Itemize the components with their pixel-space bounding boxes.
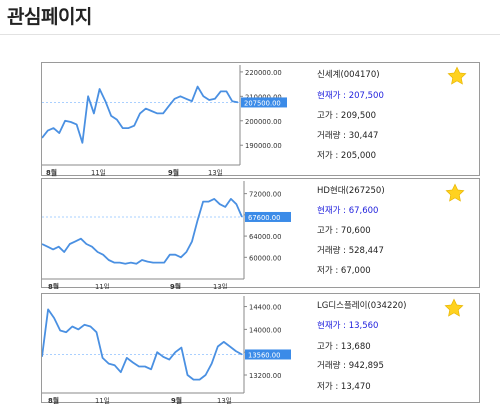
x-tick-label: 8월 [48, 282, 59, 289]
current-price: 현재가 : 207,500 [317, 91, 384, 101]
x-tick-label: 8월 [48, 396, 59, 404]
x-tick-label: 8월 [46, 168, 57, 177]
current-price-marker-label: 207500.00 [244, 99, 281, 107]
price-series-line [42, 308, 243, 381]
star-icon[interactable] [445, 183, 465, 203]
current-price-marker-label: 13560.00 [248, 351, 280, 359]
current-price: 현재가 : 13,560 [317, 321, 379, 331]
x-tick-label: 13일 [208, 168, 223, 177]
trade-volume: 거래량 : 30,447 [317, 131, 379, 141]
stock-card[interactable]: 72000.0068000.0064000.0060000.008월11일9월1… [41, 178, 480, 289]
low-price: 저가 : 67,000 [317, 266, 371, 276]
x-tick-label: 13일 [217, 396, 232, 404]
current-price-marker [245, 349, 291, 360]
current-price-marker [241, 97, 287, 108]
y-tick-label: 60000.00 [249, 254, 281, 262]
high-price: 고가 : 209,500 [317, 111, 377, 121]
y-tick-label: 13200.00 [249, 372, 281, 380]
y-tick-label: 200000.00 [245, 118, 282, 126]
star-icon[interactable] [447, 66, 467, 86]
stock-card[interactable]: 220000.00 210000.00 200000.00 190000.00 8월 11… [41, 62, 480, 177]
x-tick-label: 11일 [91, 168, 106, 177]
x-tick-label: 11일 [95, 396, 110, 404]
star-icon[interactable] [444, 298, 464, 318]
y-tick-label: 190000.00 [245, 142, 282, 150]
x-tick-label: 9월 [168, 168, 179, 177]
y-tick-label: 14400.00 [249, 304, 281, 312]
x-tick-label: 9월 [171, 396, 182, 404]
x-tick-label: 11일 [95, 282, 110, 289]
price-series-line [42, 197, 243, 265]
stock-card[interactable]: 14400.0014000.0013600.0013200.008월11일9월1… [41, 293, 480, 404]
stock-chart: 220000.00 210000.00 200000.00 190000.00 8월 11… [42, 65, 287, 177]
y-tick-label: 14000.00 [249, 326, 281, 334]
x-tick-label: 13일 [213, 282, 228, 289]
current-price-marker [245, 211, 291, 222]
low-price: 저가 : 205,000 [317, 151, 377, 161]
x-tick-label: 9월 [170, 282, 181, 289]
header-divider [0, 34, 500, 35]
low-price: 저가 : 13,470 [317, 382, 371, 392]
stock-name: 신세계(004170) [317, 70, 380, 80]
y-tick-label: 220000.00 [245, 69, 282, 77]
page-title: 관심페이지 [7, 6, 92, 28]
stock-chart: 14400.0014000.0013600.0013200.008월11일9월1… [42, 296, 291, 404]
stock-name: LG디스플레이(034220) [317, 301, 407, 311]
y-tick-label: 64000.00 [249, 233, 281, 241]
high-price: 고가 : 13,680 [317, 342, 371, 352]
stock-chart: 72000.0068000.0064000.0060000.008월11일9월1… [42, 181, 291, 289]
high-price: 고가 : 70,600 [317, 226, 371, 236]
current-price: 현재가 : 67,600 [317, 206, 379, 216]
trade-volume: 거래량 : 942,895 [317, 361, 384, 371]
price-series-line [42, 85, 239, 144]
y-tick-label: 72000.00 [249, 191, 281, 199]
trade-volume: 거래량 : 528,447 [317, 246, 384, 256]
stock-name: HD현대(267250) [317, 186, 385, 196]
current-price-marker-label: 67600.00 [248, 214, 280, 222]
y-tick-label: 210000.00 [245, 93, 282, 101]
